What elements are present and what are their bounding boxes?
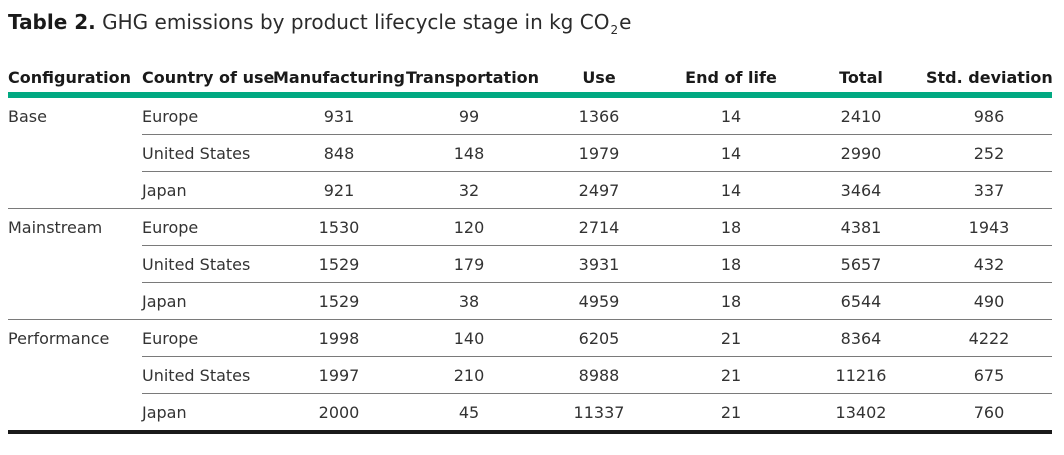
cell-use: 11337	[532, 393, 666, 434]
cell-country: United States	[142, 245, 272, 283]
cell-manufacturing: 848	[272, 134, 406, 172]
cell-total: 4381	[796, 208, 926, 246]
cell-country: Europe	[142, 208, 272, 246]
cell-use: 3931	[532, 245, 666, 283]
cell-country: Japan	[142, 171, 272, 209]
cell-manufacturing: 1529	[272, 245, 406, 283]
emissions-table: Configuration Country of use Manufacturi…	[8, 62, 1053, 434]
cell-total: 3464	[796, 171, 926, 209]
cell-end-of-life: 18	[666, 245, 796, 283]
caption-text: GHG emissions by product lifecycle stage…	[95, 10, 610, 34]
cell-total: 8364	[796, 319, 926, 357]
table-caption: Table 2. GHG emissions by product lifecy…	[8, 8, 631, 39]
cell-configuration: Performance	[8, 328, 110, 348]
cell-manufacturing: 921	[272, 171, 406, 209]
cell-std-deviation: 1943	[926, 208, 1052, 246]
cell-transportation: 148	[406, 134, 532, 172]
cell-std-deviation: 986	[926, 95, 1052, 135]
cell-total: 6544	[796, 282, 926, 320]
cell-total: 13402	[796, 393, 926, 434]
cell-country: United States	[142, 134, 272, 172]
cell-end-of-life: 14	[666, 134, 796, 172]
header-end-of-life: End of life	[666, 62, 796, 98]
cell-std-deviation: 760	[926, 393, 1052, 434]
table-row: Mainstream Europe 1530 120 2714 18 4381 1943	[8, 208, 1052, 246]
cell-configuration	[8, 135, 142, 172]
cell-end-of-life: 21	[666, 319, 796, 357]
cell-std-deviation: 675	[926, 356, 1052, 394]
cell-std-deviation: 4222	[926, 319, 1052, 357]
cell-country: United States	[142, 356, 272, 394]
table-row: Performance Europe 1998 140 6205 21 8364 4222	[8, 319, 1052, 357]
cell-transportation: 32	[406, 171, 532, 209]
cell-country: Europe	[142, 95, 272, 135]
table-row: United States 848 148 1979 14 2990 252	[8, 134, 1052, 172]
table-row: Japan 2000 45 11337 21 13402 760	[8, 393, 1052, 434]
cell-transportation: 99	[406, 95, 532, 135]
cell-end-of-life: 14	[666, 171, 796, 209]
cell-configuration	[8, 393, 142, 434]
cell-end-of-life: 21	[666, 356, 796, 394]
caption-label: Table 2.	[8, 10, 96, 34]
cell-end-of-life: 18	[666, 282, 796, 320]
caption-subscript: 2	[610, 23, 619, 37]
cell-transportation: 179	[406, 245, 532, 283]
cell-transportation: 38	[406, 282, 532, 320]
cell-total: 11216	[796, 356, 926, 394]
cell-use: 8988	[532, 356, 666, 394]
header-std-deviation: Std. deviation	[926, 62, 1053, 98]
cell-transportation: 45	[406, 393, 532, 434]
cell-std-deviation: 337	[926, 171, 1052, 209]
cell-transportation: 120	[406, 208, 532, 246]
table-body: Base Europe 931 99 1366 14 2410 986 United State…	[8, 95, 1052, 434]
cell-end-of-life: 14	[666, 95, 796, 135]
cell-total: 5657	[796, 245, 926, 283]
header-total: Total	[796, 62, 926, 98]
caption-suffix: e	[619, 10, 632, 34]
table-row: United States 1997 210 8988 21 11216 675	[8, 356, 1052, 394]
cell-country: Europe	[142, 319, 272, 357]
cell-manufacturing: 2000	[272, 393, 406, 434]
cell-configuration	[8, 282, 142, 320]
cell-manufacturing: 1530	[272, 208, 406, 246]
cell-configuration	[8, 357, 142, 394]
cell-transportation: 210	[406, 356, 532, 394]
header-country: Country of use	[142, 62, 274, 98]
cell-manufacturing: 1998	[272, 319, 406, 357]
header-configuration: Configuration	[8, 62, 142, 98]
cell-configuration: Mainstream	[8, 217, 103, 237]
cell-end-of-life: 18	[666, 208, 796, 246]
table-row: Base Europe 931 99 1366 14 2410 986	[8, 95, 1052, 135]
cell-end-of-life: 21	[666, 393, 796, 434]
cell-use: 4959	[532, 282, 666, 320]
cell-configuration	[8, 246, 142, 283]
cell-total: 2410	[796, 95, 926, 135]
table-row: United States 1529 179 3931 18 5657 432	[8, 245, 1052, 283]
cell-transportation: 140	[406, 319, 532, 357]
table-row: Japan 1529 38 4959 18 6544 490	[8, 282, 1052, 320]
cell-total: 2990	[796, 134, 926, 172]
cell-configuration	[8, 171, 142, 209]
cell-use: 1366	[532, 95, 666, 135]
cell-use: 2714	[532, 208, 666, 246]
cell-manufacturing: 1997	[272, 356, 406, 394]
cell-configuration: Base	[8, 106, 47, 126]
header-manufacturing: Manufacturing	[272, 62, 406, 98]
cell-std-deviation: 432	[926, 245, 1052, 283]
header-row: Configuration Country of use Manufacturi…	[8, 62, 1053, 98]
cell-use: 1979	[532, 134, 666, 172]
table-row: Japan 921 32 2497 14 3464 337	[8, 171, 1052, 209]
cell-manufacturing: 931	[272, 95, 406, 135]
cell-std-deviation: 490	[926, 282, 1052, 320]
cell-std-deviation: 252	[926, 134, 1052, 172]
cell-use: 2497	[532, 171, 666, 209]
cell-use: 6205	[532, 319, 666, 357]
header-use: Use	[532, 62, 666, 98]
cell-manufacturing: 1529	[272, 282, 406, 320]
header-transportation: Transportation	[406, 62, 539, 98]
cell-country: Japan	[142, 282, 272, 320]
cell-country: Japan	[142, 393, 272, 434]
